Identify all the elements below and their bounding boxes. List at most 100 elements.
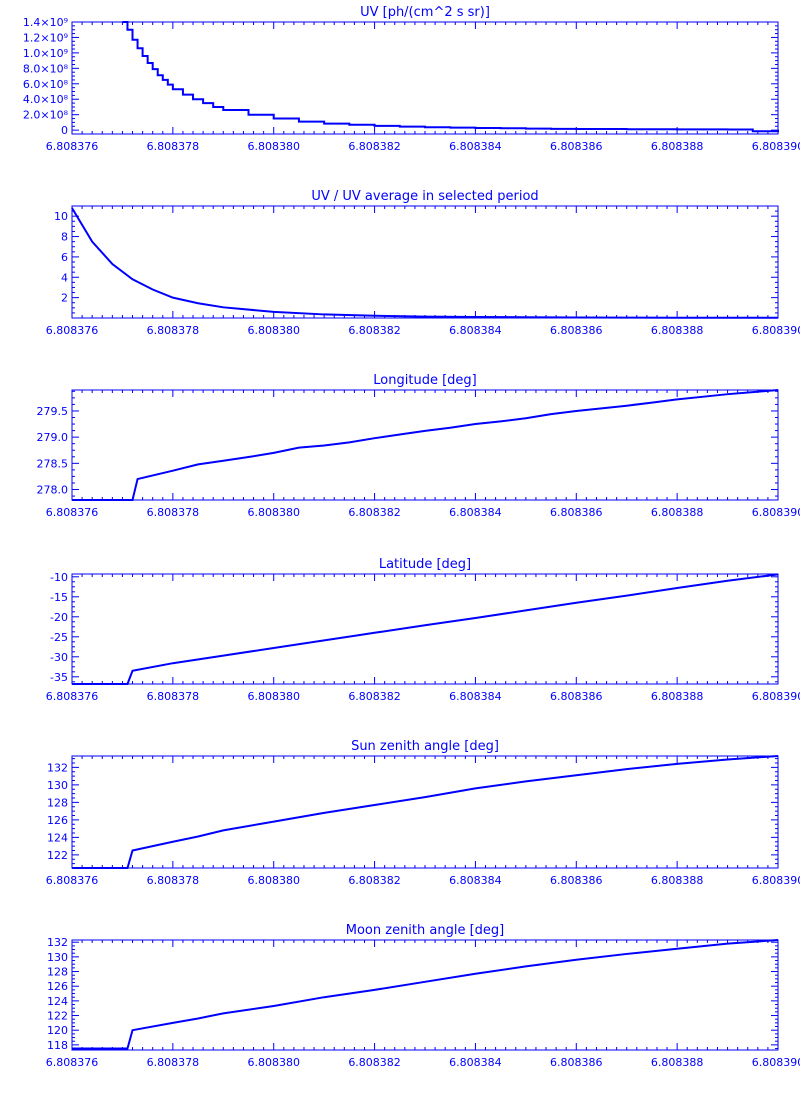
x-tick-label: 6.808382 (348, 690, 401, 703)
y-tick-label: 132 (47, 936, 68, 949)
chart-title: Sun zenith angle [deg] (351, 739, 499, 754)
x-tick-label: 6.808388 (651, 506, 704, 519)
x-tick-label: 6.808390 (752, 324, 800, 337)
plot-frame (72, 206, 778, 318)
x-tick-label: 6.808380 (247, 874, 300, 887)
chart-panel: UV / UV average in selected period 6.8083… (46, 189, 800, 337)
y-tick-label: 278.0 (37, 484, 69, 497)
x-tick-label: 6.808382 (348, 324, 401, 337)
x-tick-label: 6.808378 (147, 140, 200, 153)
chart-title: UV [ph/(cm^2 s sr)] (360, 5, 490, 20)
x-tick-label: 6.808390 (752, 1056, 800, 1069)
y-tick-label: 10 (54, 210, 68, 223)
y-tick-label: 128 (47, 796, 68, 809)
y-tick-label: -10 (50, 571, 68, 584)
x-tick-label: 6.808386 (550, 1056, 603, 1069)
x-tick-label: 6.808376 (46, 1056, 99, 1069)
y-tick-label: 8.0×10⁸ (23, 62, 69, 75)
x-tick-label: 6.808388 (651, 324, 704, 337)
x-tick-label: 6.808380 (247, 324, 300, 337)
x-tick-label: 6.808380 (247, 690, 300, 703)
y-tick-label: 1.2×10⁹ (23, 31, 68, 44)
x-tick-label: 6.808376 (46, 140, 99, 153)
y-tick-label: 279.5 (37, 405, 69, 418)
y-tick-label: 1.4×10⁹ (23, 16, 68, 29)
y-tick-label: 132 (47, 761, 68, 774)
x-tick-label: 6.808378 (147, 690, 200, 703)
y-tick-label: 126 (47, 814, 68, 827)
y-tick-label: 6 (61, 251, 68, 264)
series-line (72, 756, 778, 868)
y-tick-label: 1.0×10⁹ (23, 47, 68, 60)
y-tick-label: -15 (50, 591, 68, 604)
x-tick-label: 6.808388 (651, 690, 704, 703)
plot-frame (72, 22, 778, 134)
chart-panel: UV [ph/(cm^2 s sr)] 6.808376 6.808378 6.808… (23, 5, 800, 153)
x-tick-label: 6.808390 (752, 506, 800, 519)
chart-panel: Sun zenith angle [deg] 6.808376 6.808378 6.… (46, 739, 800, 887)
x-tick-label: 6.808384 (449, 690, 502, 703)
y-tick-label: 6.0×10⁸ (23, 78, 69, 91)
x-tick-label: 6.808384 (449, 324, 502, 337)
x-tick-label: 6.808380 (247, 1056, 300, 1069)
y-tick-label: 130 (47, 779, 68, 792)
x-tick-label: 6.808390 (752, 140, 800, 153)
x-tick-label: 6.808386 (550, 140, 603, 153)
x-tick-label: 6.808384 (449, 140, 502, 153)
x-tick-label: 6.808386 (550, 690, 603, 703)
x-tick-label: 6.808378 (147, 1056, 200, 1069)
x-tick-label: 6.808390 (752, 690, 800, 703)
plot-frame (72, 390, 778, 500)
x-tick-label: 6.808390 (752, 874, 800, 887)
plot-frame (72, 940, 778, 1050)
y-tick-label: 2 (61, 292, 68, 305)
y-tick-label: 118 (47, 1039, 68, 1052)
x-tick-label: 6.808378 (147, 874, 200, 887)
y-tick-label: 124 (47, 995, 68, 1008)
y-tick-label: -20 (50, 611, 68, 624)
x-tick-label: 6.808382 (348, 140, 401, 153)
y-tick-label: 2.0×10⁸ (23, 109, 69, 122)
y-tick-label: 128 (47, 966, 68, 979)
y-tick-label: 4 (61, 271, 68, 284)
x-tick-label: 6.808376 (46, 506, 99, 519)
x-tick-label: 6.808382 (348, 506, 401, 519)
y-tick-label: -25 (50, 631, 68, 644)
y-tick-label: 122 (47, 849, 68, 862)
x-tick-label: 6.808386 (550, 324, 603, 337)
x-tick-label: 6.808380 (247, 140, 300, 153)
y-tick-label: 124 (47, 831, 68, 844)
chart-title: UV / UV average in selected period (311, 189, 538, 204)
x-tick-label: 6.808378 (147, 324, 200, 337)
y-tick-label: -30 (50, 651, 68, 664)
x-tick-label: 6.808388 (651, 140, 704, 153)
chart-title: Longitude [deg] (373, 373, 476, 388)
x-tick-label: 6.808376 (46, 690, 99, 703)
series-line (72, 208, 778, 318)
series-line (122, 22, 778, 131)
y-tick-label: 126 (47, 980, 68, 993)
series-line (72, 390, 778, 500)
y-tick-label: 278.5 (37, 457, 69, 470)
y-tick-label: 0 (61, 124, 68, 137)
plot-frame (72, 574, 778, 684)
y-tick-label: 122 (47, 1010, 68, 1023)
y-tick-label: 8 (61, 231, 68, 244)
x-tick-label: 6.808376 (46, 874, 99, 887)
chart-panel: Latitude [deg] 6.808376 6.808378 6.808380 6.… (46, 557, 800, 703)
y-tick-label: 4.0×10⁸ (23, 93, 69, 106)
x-tick-label: 6.808386 (550, 874, 603, 887)
chart-title: Latitude [deg] (379, 557, 471, 572)
x-tick-label: 6.808384 (449, 874, 502, 887)
plot-frame (72, 756, 778, 868)
y-tick-label: -35 (50, 671, 68, 684)
series-line (72, 940, 778, 1049)
x-tick-label: 6.808376 (46, 324, 99, 337)
x-tick-label: 6.808382 (348, 1056, 401, 1069)
x-tick-label: 6.808378 (147, 506, 200, 519)
y-tick-label: 120 (47, 1024, 68, 1037)
